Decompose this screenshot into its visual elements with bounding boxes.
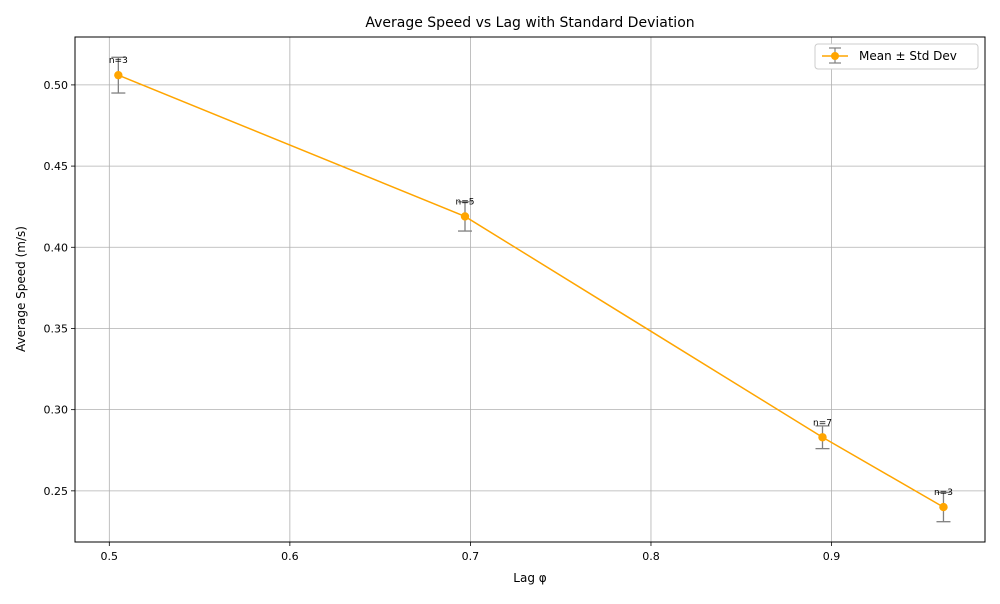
y-axis-label: Average Speed (m/s) (14, 226, 28, 352)
x-tick-label: 0.6 (281, 550, 299, 563)
data-label: n=7 (813, 418, 832, 428)
x-tick-label: 0.7 (462, 550, 480, 563)
data-point (818, 433, 827, 442)
series-line (118, 74, 944, 508)
data-label: n=3 (934, 488, 953, 498)
y-tick-label: 0.30 (44, 404, 69, 417)
chart-title: Average Speed vs Lag with Standard Devia… (365, 15, 694, 31)
legend: Mean ± Std Dev (814, 43, 979, 70)
y-tick-label: 0.50 (44, 79, 69, 92)
data-point (460, 212, 470, 221)
x-tick-label: 0.8 (642, 550, 660, 563)
data-label: n=3 (109, 56, 128, 66)
legend-series-name: Mean ± Std Dev (859, 49, 957, 63)
series-layer: n=3 n=5 n=7 n=3 (109, 56, 953, 523)
x-ticks: 0.5 0.6 0.7 0.8 0.9 (101, 542, 841, 563)
legend-series-marker (831, 52, 839, 60)
legend-box (814, 43, 979, 70)
x-axis-label: Lag φ (513, 571, 546, 585)
y-tick-label: 0.45 (44, 160, 69, 173)
grid-lines (75, 37, 985, 542)
y-tick-label: 0.35 (44, 322, 69, 335)
data-point (114, 70, 123, 80)
x-tick-label: 0.5 (101, 550, 119, 563)
y-tick-label: 0.40 (44, 241, 69, 254)
data-label: n=5 (456, 197, 475, 207)
y-tick-label: 0.25 (44, 485, 69, 498)
y-ticks: 0.25 0.30 0.35 0.40 0.45 0.50 (44, 79, 75, 498)
x-tick-label: 0.9 (823, 550, 841, 563)
data-point (939, 502, 948, 512)
plot-frame (74, 36, 986, 543)
